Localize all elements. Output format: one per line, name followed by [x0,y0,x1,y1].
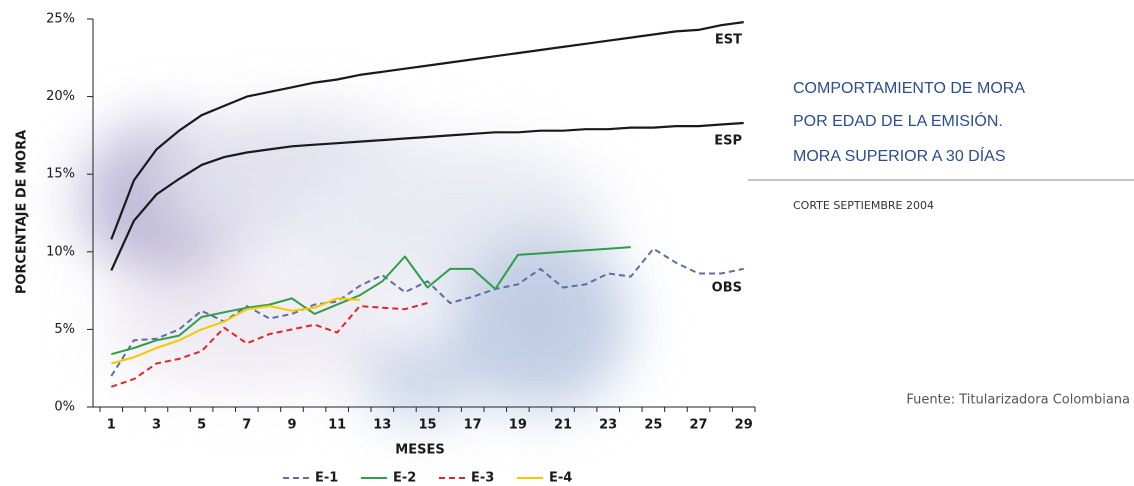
y-axis-label: PORCENTAJE DE MORA [15,130,30,294]
x-tick-label: 17 [464,418,482,433]
x-tick-label: 9 [287,418,296,433]
legend-label: E-2 [393,471,416,486]
source: Fuente: Titularizadora Colombiana [906,393,1130,408]
series-line [110,121,744,271]
x-tick-label: 27 [689,418,707,433]
y-tick-label: 25% [46,12,75,27]
series-line [110,247,744,377]
x-tick-label: 11 [328,418,346,433]
legend-label: E-1 [315,471,338,486]
x-tick-label: 3 [152,418,161,433]
series-label: EST [715,33,742,48]
series-line [110,21,744,240]
x-tick-label: 29 [735,418,753,433]
x-tick-label: 23 [599,418,617,433]
annotation: OBS [712,281,742,296]
x-tick-label: 19 [509,418,527,433]
legend-label: E-3 [471,471,494,486]
title-line: POR EDAD DE LA EMISIÓN. [793,111,1003,130]
x-tick-label: 1 [107,418,116,433]
series-label: ESP [714,133,742,148]
y-tick-label: 15% [46,167,75,182]
x-tick-label: 25 [644,418,662,433]
series-line [110,302,428,388]
title-line: MORA SUPERIOR A 30 DÍAS [793,146,1006,165]
x-tick-label: 7 [242,418,251,433]
x-tick-label: 21 [554,418,572,433]
x-tick-label: 5 [197,418,206,433]
series-line [111,246,631,356]
title-line: COMPORTAMIENTO DE MORA [793,80,1025,97]
y-tick-label: 20% [46,89,75,104]
x-tick-label: 13 [373,418,391,433]
legend-label: E-4 [549,471,572,486]
background-clouds [80,110,630,420]
y-tick-label: 0% [54,400,75,415]
x-axis-label: MESES [395,443,444,458]
y-tick-label: 5% [54,322,75,337]
y-tick-label: 10% [46,244,75,259]
series-line [111,297,360,365]
subtitle: CORTE SEPTIEMBRE 2004 [793,199,934,212]
x-tick-label: 15 [418,418,436,433]
